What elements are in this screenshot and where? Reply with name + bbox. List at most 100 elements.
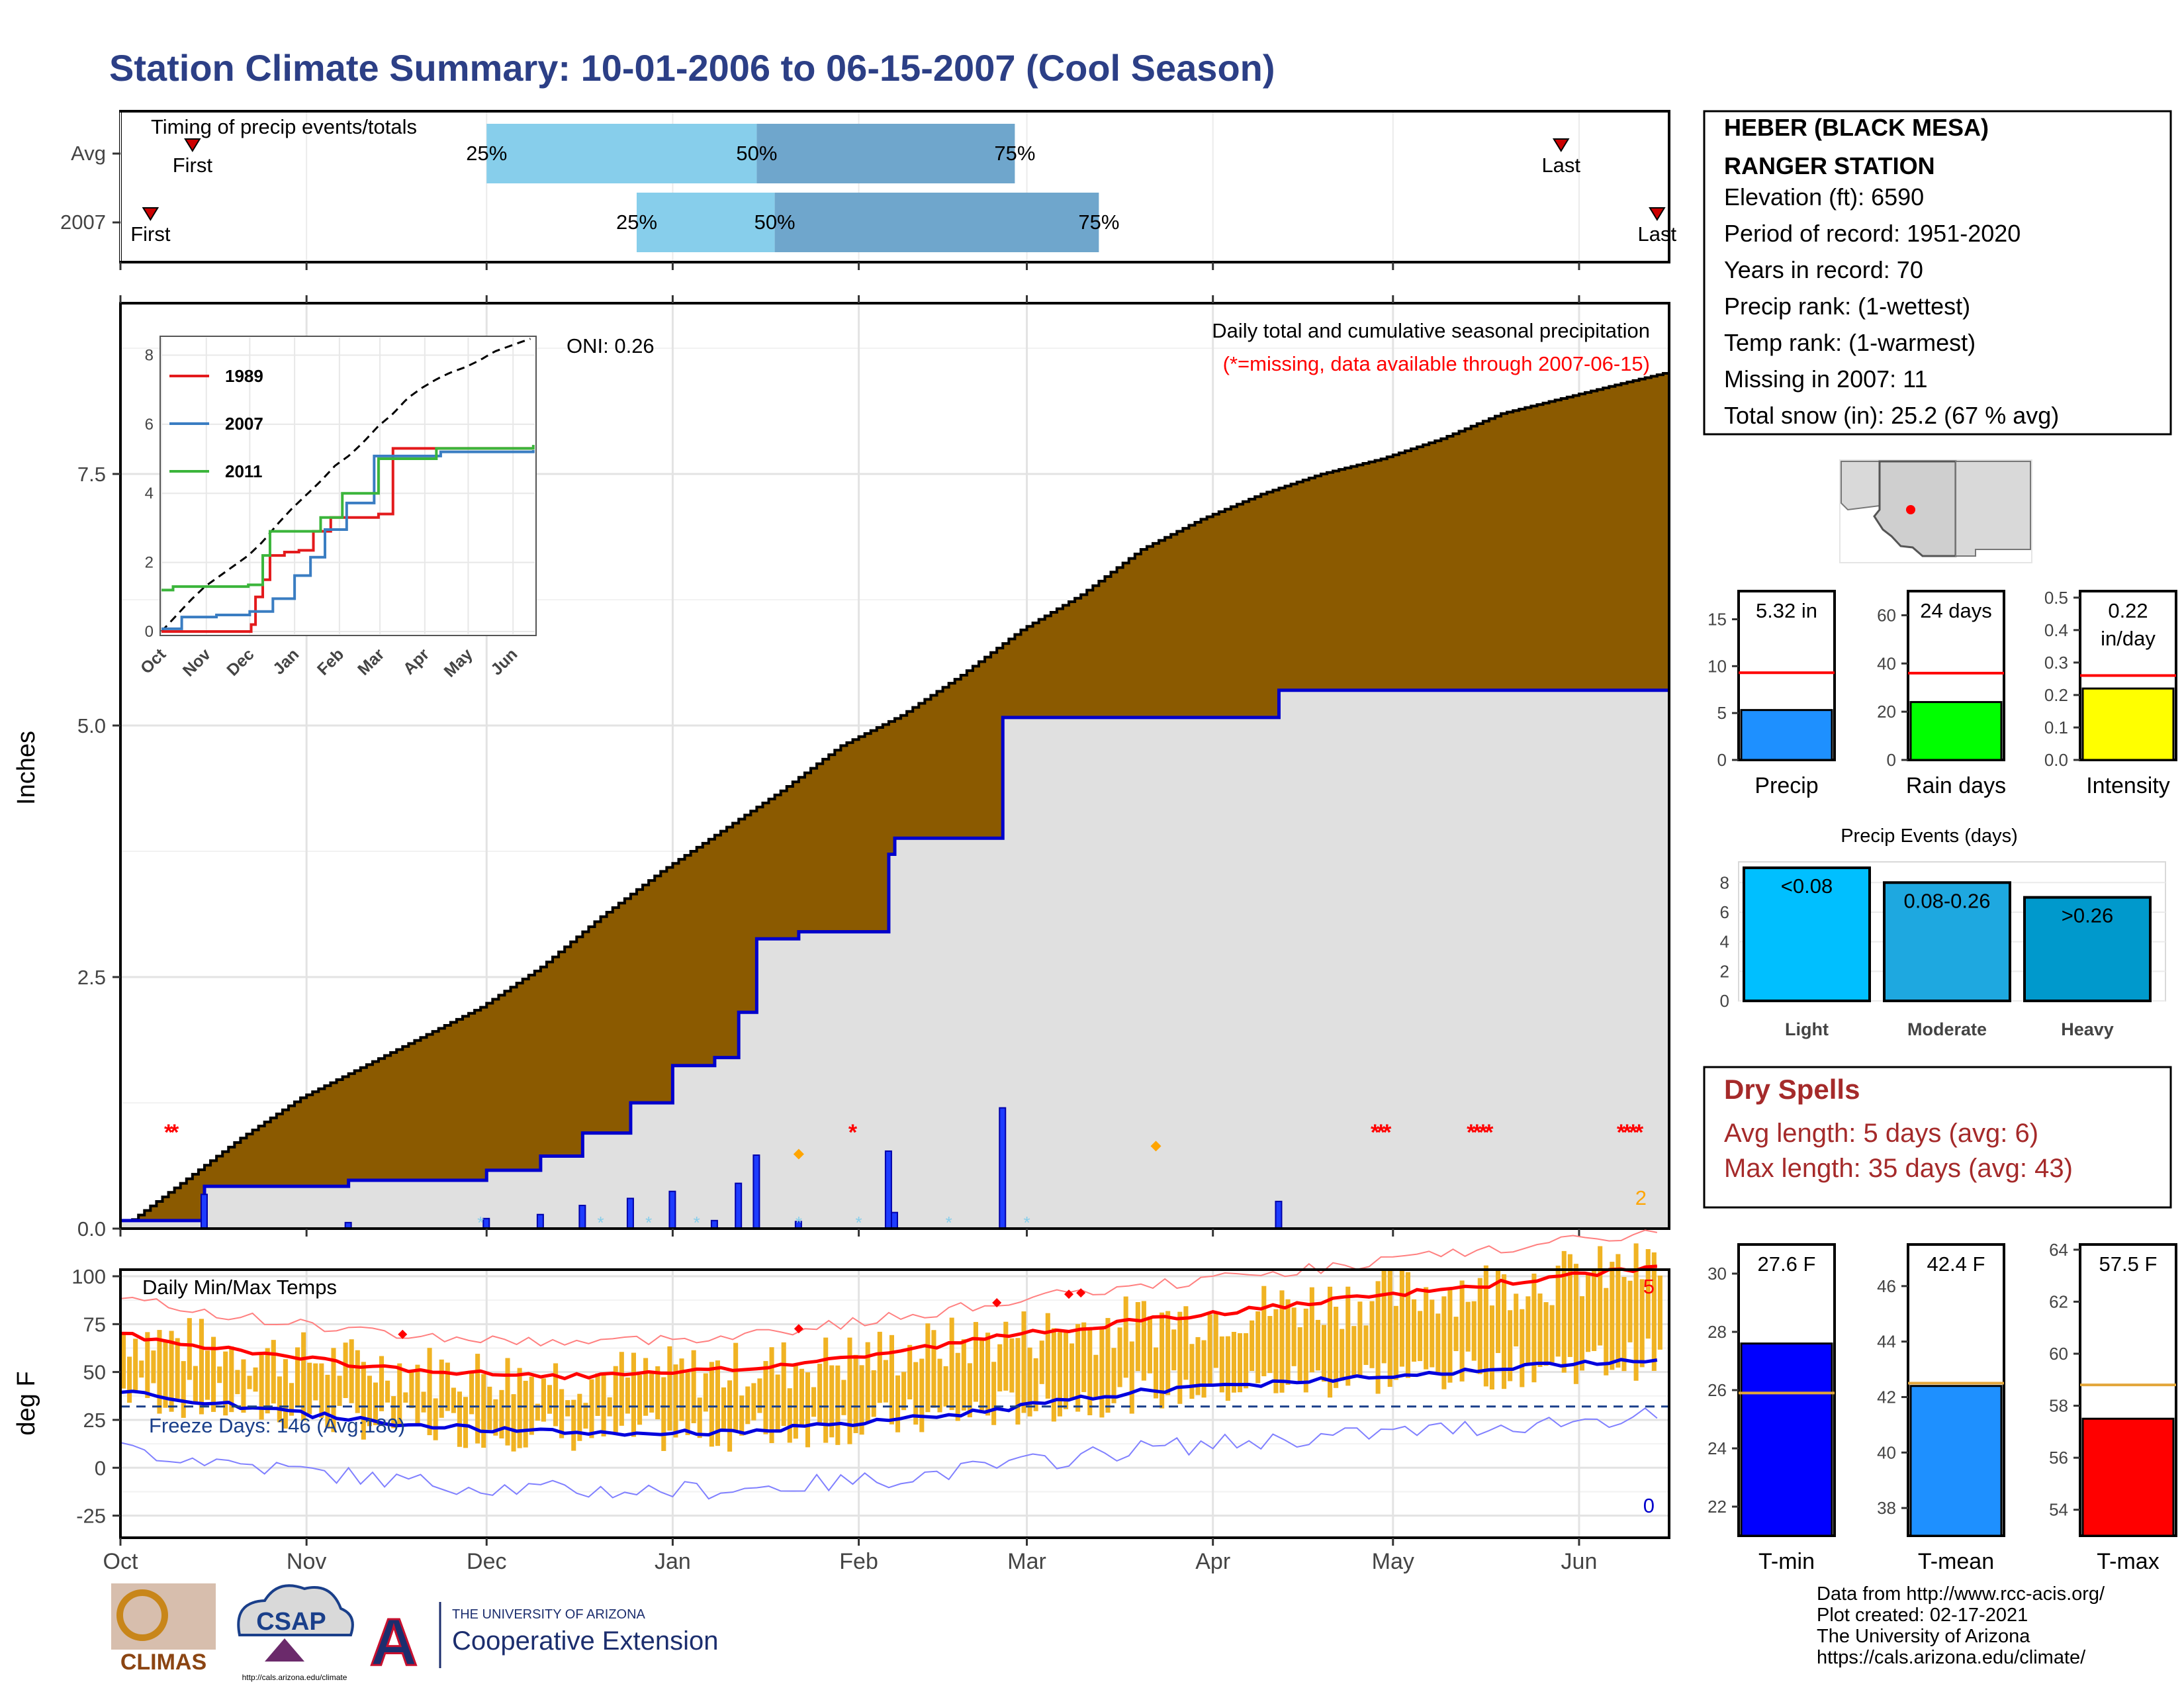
- precip-y-axis: 0.0 2.5 5.0 7.5: [77, 295, 1580, 1241]
- value-bar: [1740, 709, 1833, 761]
- daily-temp-range-bar: [1381, 1269, 1387, 1364]
- station-total-snow: Total snow (in): 25.2 (67 % avg): [1724, 402, 2059, 429]
- daily-temp-range-bar: [1520, 1309, 1525, 1387]
- daily-temp-range-bar: [1141, 1301, 1146, 1381]
- dry-spells-frame: [1703, 1066, 2172, 1209]
- daily-temp-range-bar: [1021, 1311, 1026, 1413]
- daily-temp-range-bar: [1267, 1316, 1273, 1374]
- daily-temp-range-bar: [949, 1317, 954, 1411]
- temp-month-label: Oct: [103, 1549, 138, 1574]
- events-panel-title: Precip Events (days): [1841, 825, 2018, 847]
- daily-temp-range-bar: [1129, 1341, 1134, 1414]
- ua-logo-bg: [361, 1605, 427, 1671]
- daily-temp-range-bar: [1160, 1312, 1165, 1409]
- temp-month-label: May: [1372, 1549, 1414, 1574]
- daily-temp-range-bar: [355, 1350, 360, 1413]
- daily-temp-range-bar: [919, 1358, 925, 1432]
- daily-temp-range-bar: [1424, 1287, 1429, 1370]
- daily-temp-range-bar: [1081, 1322, 1087, 1393]
- missing-day-marker: *: [1377, 1120, 1386, 1145]
- daily-temp-range-bar: [1231, 1332, 1236, 1393]
- daily-temp-range-bar: [1657, 1276, 1662, 1350]
- station-total-bar-charts: 0 5 10 15 5.32 in Precip 0 20 40 60 24 days Rain da…: [1707, 588, 2177, 798]
- daily-temp-range-bar: [637, 1374, 643, 1425]
- daily-temp-range-bar: [1099, 1327, 1105, 1418]
- bar-ytick-label: 22: [1707, 1497, 1727, 1517]
- daily-temp-range-bar: [1615, 1254, 1621, 1368]
- daily-temp-range-bar: [685, 1372, 690, 1435]
- bar-ytick-label: 58: [2049, 1396, 2068, 1416]
- daily-temp-range-bar: [961, 1339, 966, 1411]
- temp-month-label: Mar: [1007, 1549, 1046, 1574]
- daily-temp-range-bar: [169, 1331, 174, 1412]
- daily-temp-range-bar: [1567, 1254, 1572, 1357]
- daily-temp-range-bar: [865, 1342, 870, 1423]
- daily-temp-range-bar: [511, 1394, 516, 1452]
- bar-ytick-label: 26: [1707, 1380, 1727, 1400]
- temp-ytick-label: 100: [71, 1265, 106, 1288]
- daily-temp-range-bar: [1645, 1248, 1651, 1339]
- daily-temp-range-bar: [211, 1336, 216, 1412]
- bar-ytick-label: 24: [1707, 1438, 1727, 1458]
- daily-temp-range-bar: [643, 1358, 649, 1416]
- daily-temp-range-bar: [259, 1354, 264, 1420]
- daily-temp-range-bar: [751, 1383, 756, 1421]
- bar-ytick-label: 0.3: [2044, 653, 2068, 673]
- temp-y-axis-title: deg F: [13, 1371, 40, 1435]
- daily-temp-range-bar: [703, 1373, 708, 1412]
- daily-temp-range-bar: [1273, 1309, 1279, 1393]
- dry-spells-avg: Avg length: 5 days (avg: 6): [1724, 1119, 2038, 1148]
- bar-ytick-label: 28: [1707, 1322, 1727, 1342]
- daily-temp-range-bar: [241, 1359, 246, 1413]
- inset-legend-label: 1989: [225, 366, 263, 386]
- daily-temp-range-bar: [157, 1330, 162, 1414]
- total-bar-chart: 0 5 10 15 5.32 in Precip: [1707, 590, 1836, 798]
- record-high-marker: [992, 1298, 1002, 1308]
- inset-average-line: [160, 338, 531, 633]
- events-bar-label: 0.08-0.26: [1904, 889, 1991, 912]
- daily-temp-range-bar: [223, 1351, 228, 1416]
- daily-temp-range-bar: [625, 1377, 630, 1414]
- climas-logo-text: CLIMAS: [120, 1650, 206, 1675]
- daily-temp-range-bar: [1345, 1286, 1351, 1386]
- daily-temp-range-bar: [541, 1378, 546, 1422]
- snow-day-marker: *: [694, 1213, 700, 1233]
- snow-day-marker: *: [477, 1213, 484, 1233]
- timing-first-marker: [184, 138, 201, 152]
- events-bar: [2023, 896, 2152, 1003]
- snow-day-marker: *: [645, 1213, 652, 1233]
- daily-temp-range-bar: [1171, 1329, 1177, 1371]
- bar-ytick-label: 0.5: [2044, 588, 2068, 608]
- daily-temp-range-bar: [757, 1378, 762, 1413]
- daily-precip-bar: [891, 1211, 898, 1230]
- timing-row-label-avg: Avg: [71, 142, 106, 165]
- daily-temp-range-bar: [1621, 1277, 1627, 1372]
- daily-precip-bar: [735, 1182, 743, 1229]
- daily-temp-range-bar: [1183, 1306, 1189, 1380]
- daily-precip-bar: [482, 1217, 490, 1230]
- daily-temp-range-bar: [1087, 1327, 1093, 1416]
- missing-day-marker: *: [1635, 1120, 1644, 1145]
- daily-precip-bar: [536, 1213, 544, 1229]
- daily-temp-range-bar: [769, 1347, 774, 1444]
- daily-temp-range-bar: [1189, 1344, 1195, 1399]
- extreme-count-label: 2: [1635, 1186, 1647, 1209]
- daily-temp-range-bar: [1351, 1326, 1357, 1378]
- daily-temp-range-bar: [655, 1366, 660, 1420]
- station-name-line2: RANGER STATION: [1724, 152, 1935, 179]
- daily-temp-range-bar: [943, 1366, 948, 1407]
- daily-temp-range-bar: [1525, 1296, 1531, 1364]
- daily-temp-range-bar: [793, 1364, 798, 1439]
- cold-days-count: 0: [1643, 1494, 1655, 1517]
- temp-panel-bg: [120, 1270, 1669, 1538]
- bar-ytick-label: 0.4: [2044, 620, 2068, 640]
- climas-logo-sun: [116, 1589, 168, 1641]
- average-max-line: [120, 1264, 1658, 1381]
- events-bar: [1883, 881, 2011, 1003]
- daily-temp-range-bar: [1213, 1311, 1218, 1368]
- dry-spells-title: Dry Spells: [1724, 1074, 1860, 1105]
- bar-ytick-label: 0.2: [2044, 685, 2068, 705]
- daily-temp-range-bar: [1093, 1354, 1099, 1398]
- daily-temp-range-bar: [1105, 1318, 1111, 1413]
- daily-temp-range-bar: [1111, 1348, 1116, 1403]
